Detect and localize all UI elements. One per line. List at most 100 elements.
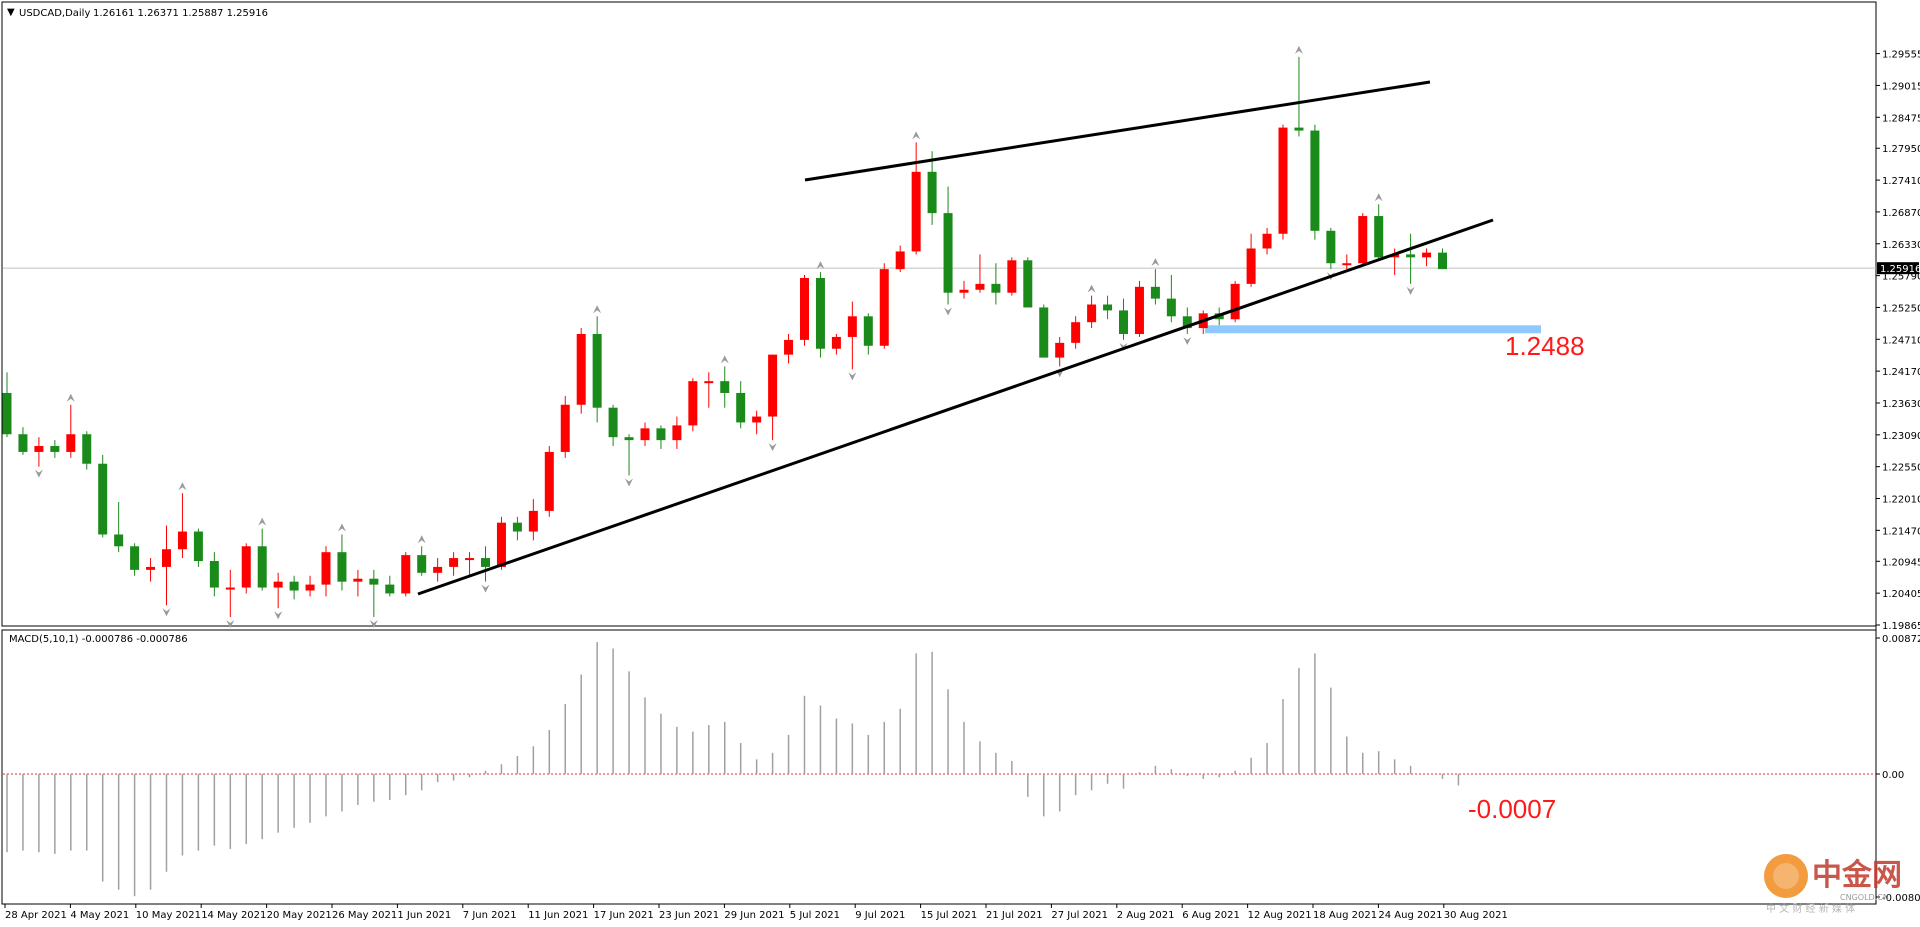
price-tick-label: 1.28475 [1882,113,1920,124]
candle-body [1422,252,1432,258]
candle-body [1278,127,1288,234]
price-tick-label: 1.22550 [1882,463,1920,474]
date-axis: 28 Apr 2021 4 May 2021 10 May 2021 14 May 2… [4,904,1508,921]
date-tick-label: 26 May 2021 [332,910,397,921]
support-band[interactable] [1205,325,1541,334]
candle-body [656,428,666,441]
candle-body [672,425,682,441]
candle-body [496,522,506,567]
candle-body [130,546,140,570]
date-tick-label: 1 Jun 2021 [397,910,451,921]
candle-body [752,416,762,423]
candle-body [768,354,778,417]
candle-body [417,555,427,573]
fractal-markers [34,45,1415,629]
candle-body [1310,130,1320,231]
candle-body [1406,254,1416,258]
date-tick-label: 28 Apr 2021 [5,910,67,921]
candle-body [1294,127,1304,131]
candle-body [353,578,363,582]
fractal-down-arrow-icon [625,478,634,487]
candle-body [863,316,873,346]
candle-body [225,587,235,590]
candle-body [512,522,522,532]
fractal-up-arrow-icon [66,393,75,402]
macd-value-annotation: -0.0007 [1468,794,1556,824]
lower-trendline[interactable] [417,218,1494,596]
price-tick-label: 1.22010 [1882,495,1920,506]
fractal-up-arrow-icon [1151,258,1160,267]
watermark-tagline: 中 文 财 经 新 媒 体 [1766,902,1855,915]
dropdown-arrow-icon[interactable]: ▼ [7,7,15,18]
price-tick-label: 1.27950 [1882,144,1920,155]
macd-axis: 0.008726 0.00 -0.008013 [1876,634,1920,904]
date-tick-label: 11 Jun 2021 [528,910,588,921]
price-panel-frame [1,1,1877,627]
price-tick-label: 1.24170 [1882,367,1920,378]
fractal-down-arrow-icon [481,584,490,593]
candle-body [162,549,171,567]
candle-body [1071,322,1081,343]
date-tick-label: 9 Jul 2021 [855,910,905,921]
candle-body [241,546,251,588]
price-tick-label: 1.25790 [1882,272,1920,283]
ohlc-header: 1.26161 1.26371 1.25887 1.25916 [93,8,268,19]
fractal-up-arrow-icon [816,261,825,270]
fractal-up-arrow-icon [593,305,602,314]
candle-body [879,269,889,346]
candle-body [1087,304,1097,323]
current-price-label: 1.25916 [1880,264,1920,275]
macd-header: MACD(5,10,1) -0.000786 -0.000786 [9,634,188,645]
date-tick-label: 20 May 2021 [267,910,332,921]
candle-body [385,584,395,594]
symbol-header: USDCAD,Daily [19,8,90,19]
candle-body [289,581,299,591]
candle-body [927,171,937,214]
candle-body [50,446,60,452]
current-price-marker [1877,262,1919,275]
candle-body [66,434,76,452]
upper-trendline[interactable] [804,80,1431,182]
candle-body [895,251,905,270]
date-tick-label: 18 Aug 2021 [1313,910,1377,921]
candle-body [784,339,794,355]
candle-body [465,558,475,561]
candle-body [146,566,156,570]
price-tick-label: 1.29015 [1882,81,1920,92]
candle-body [640,428,650,441]
candle-body [544,451,554,511]
watermark-logo-icon [1764,854,1808,898]
candle-body [18,434,28,452]
candle-body [2,392,12,435]
date-tick-label: 6 Aug 2021 [1182,910,1240,921]
candle-body [257,546,267,588]
date-tick-label: 27 Jul 2021 [1051,910,1108,921]
candle-body [1023,260,1033,308]
candle-body [1230,283,1240,320]
candle-body [1326,230,1336,264]
candle-body [800,277,809,340]
fractal-down-arrow-icon [1119,342,1128,351]
fractal-down-arrow-icon [848,372,857,381]
macd-tick-label: 0.008726 [1882,634,1920,645]
candle-body [114,534,124,547]
candle-body [401,555,411,594]
candle-body [305,584,315,591]
date-tick-label: 4 May 2021 [70,910,129,921]
candle-body [624,437,634,441]
fractal-up-arrow-icon [912,131,921,140]
price-tick-label: 1.24710 [1882,335,1920,346]
candle-body [991,283,1001,293]
price-tick-label: 1.26870 [1882,208,1920,219]
fractal-down-arrow-icon [34,469,43,478]
candle-body [177,531,187,550]
fractal-up-arrow-icon [1294,45,1303,54]
date-tick-label: 29 Jun 2021 [724,910,784,921]
date-tick-label: 23 Jun 2021 [659,910,719,921]
fractal-down-arrow-icon [1406,286,1415,295]
candle-body [209,561,219,588]
macd-tick-label: 0.00 [1882,770,1904,781]
fractal-down-arrow-icon [274,611,283,620]
candle-body [82,434,92,464]
